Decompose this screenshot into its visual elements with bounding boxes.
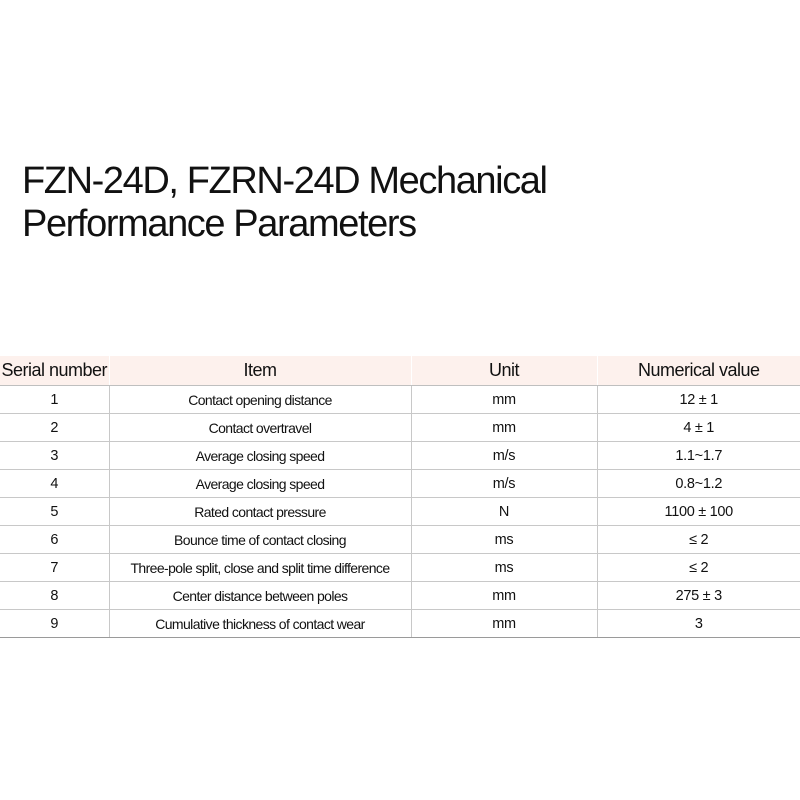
item-cell: Contact overtravel <box>109 413 412 442</box>
header-item: Item <box>109 356 412 386</box>
page-title-line-1: FZN-24D, FZRN-24D Mechanical <box>22 160 548 202</box>
table-row: 1 Contact opening distance mm 12 ± 1 <box>0 385 800 414</box>
unit-cell: mm <box>411 385 598 414</box>
table-row: 5 Rated contact pressure N 1100 ± 100 <box>0 497 800 526</box>
table-header-row: Serial number Item Unit Numerical value <box>0 356 800 386</box>
unit-cell: ms <box>411 553 598 582</box>
serial-cell: 2 <box>0 413 110 442</box>
item-cell: Average closing speed <box>109 469 412 498</box>
item-cell: Average closing speed <box>109 441 412 470</box>
value-cell: 275 ± 3 <box>597 581 800 610</box>
value-cell: 1.1~1.7 <box>597 441 800 470</box>
mechanical-parameters-table: Serial number Item Unit Numerical value … <box>0 356 800 638</box>
table-body: 1 Contact opening distance mm 12 ± 1 2 C… <box>0 385 800 638</box>
header-unit: Unit <box>411 356 598 386</box>
table-row: 8 Center distance between poles mm 275 ±… <box>0 581 800 610</box>
table-row: 2 Contact overtravel mm 4 ± 1 <box>0 413 800 442</box>
serial-cell: 8 <box>0 581 110 610</box>
table-row: 3 Average closing speed m/s 1.1~1.7 <box>0 441 800 470</box>
value-cell: 1100 ± 100 <box>597 497 800 526</box>
table-header: Serial number Item Unit Numerical value <box>0 356 800 386</box>
value-cell: 3 <box>597 609 800 638</box>
value-cell: 4 ± 1 <box>597 413 800 442</box>
page-title: FZN-24D, FZRN-24D Mechanical Performance… <box>22 160 548 246</box>
table-row: 4 Average closing speed m/s 0.8~1.2 <box>0 469 800 498</box>
unit-cell: mm <box>411 581 598 610</box>
serial-cell: 3 <box>0 441 110 470</box>
item-cell: Three-pole split, close and split time d… <box>109 553 412 582</box>
serial-cell: 6 <box>0 525 110 554</box>
unit-cell: m/s <box>411 469 598 498</box>
serial-cell: 9 <box>0 609 110 638</box>
table-row: 6 Bounce time of contact closing ms ≤ 2 <box>0 525 800 554</box>
value-cell: 0.8~1.2 <box>597 469 800 498</box>
serial-cell: 4 <box>0 469 110 498</box>
value-cell: 12 ± 1 <box>597 385 800 414</box>
unit-cell: mm <box>411 609 598 638</box>
item-cell: Cumulative thickness of contact wear <box>109 609 412 638</box>
table-row: 9 Cumulative thickness of contact wear m… <box>0 609 800 638</box>
page-title-line-2: Performance Parameters <box>22 203 417 245</box>
item-cell: Center distance between poles <box>109 581 412 610</box>
value-cell: ≤ 2 <box>597 525 800 554</box>
table-row: 7 Three-pole split, close and split time… <box>0 553 800 582</box>
serial-cell: 5 <box>0 497 110 526</box>
unit-cell: ms <box>411 525 598 554</box>
serial-cell: 7 <box>0 553 110 582</box>
header-serial-number: Serial number <box>0 356 110 386</box>
header-numerical-value: Numerical value <box>597 356 800 386</box>
serial-cell: 1 <box>0 385 110 414</box>
unit-cell: m/s <box>411 441 598 470</box>
item-cell: Contact opening distance <box>109 385 412 414</box>
unit-cell: N <box>411 497 598 526</box>
value-cell: ≤ 2 <box>597 553 800 582</box>
unit-cell: mm <box>411 413 598 442</box>
item-cell: Bounce time of contact closing <box>109 525 412 554</box>
item-cell: Rated contact pressure <box>109 497 412 526</box>
